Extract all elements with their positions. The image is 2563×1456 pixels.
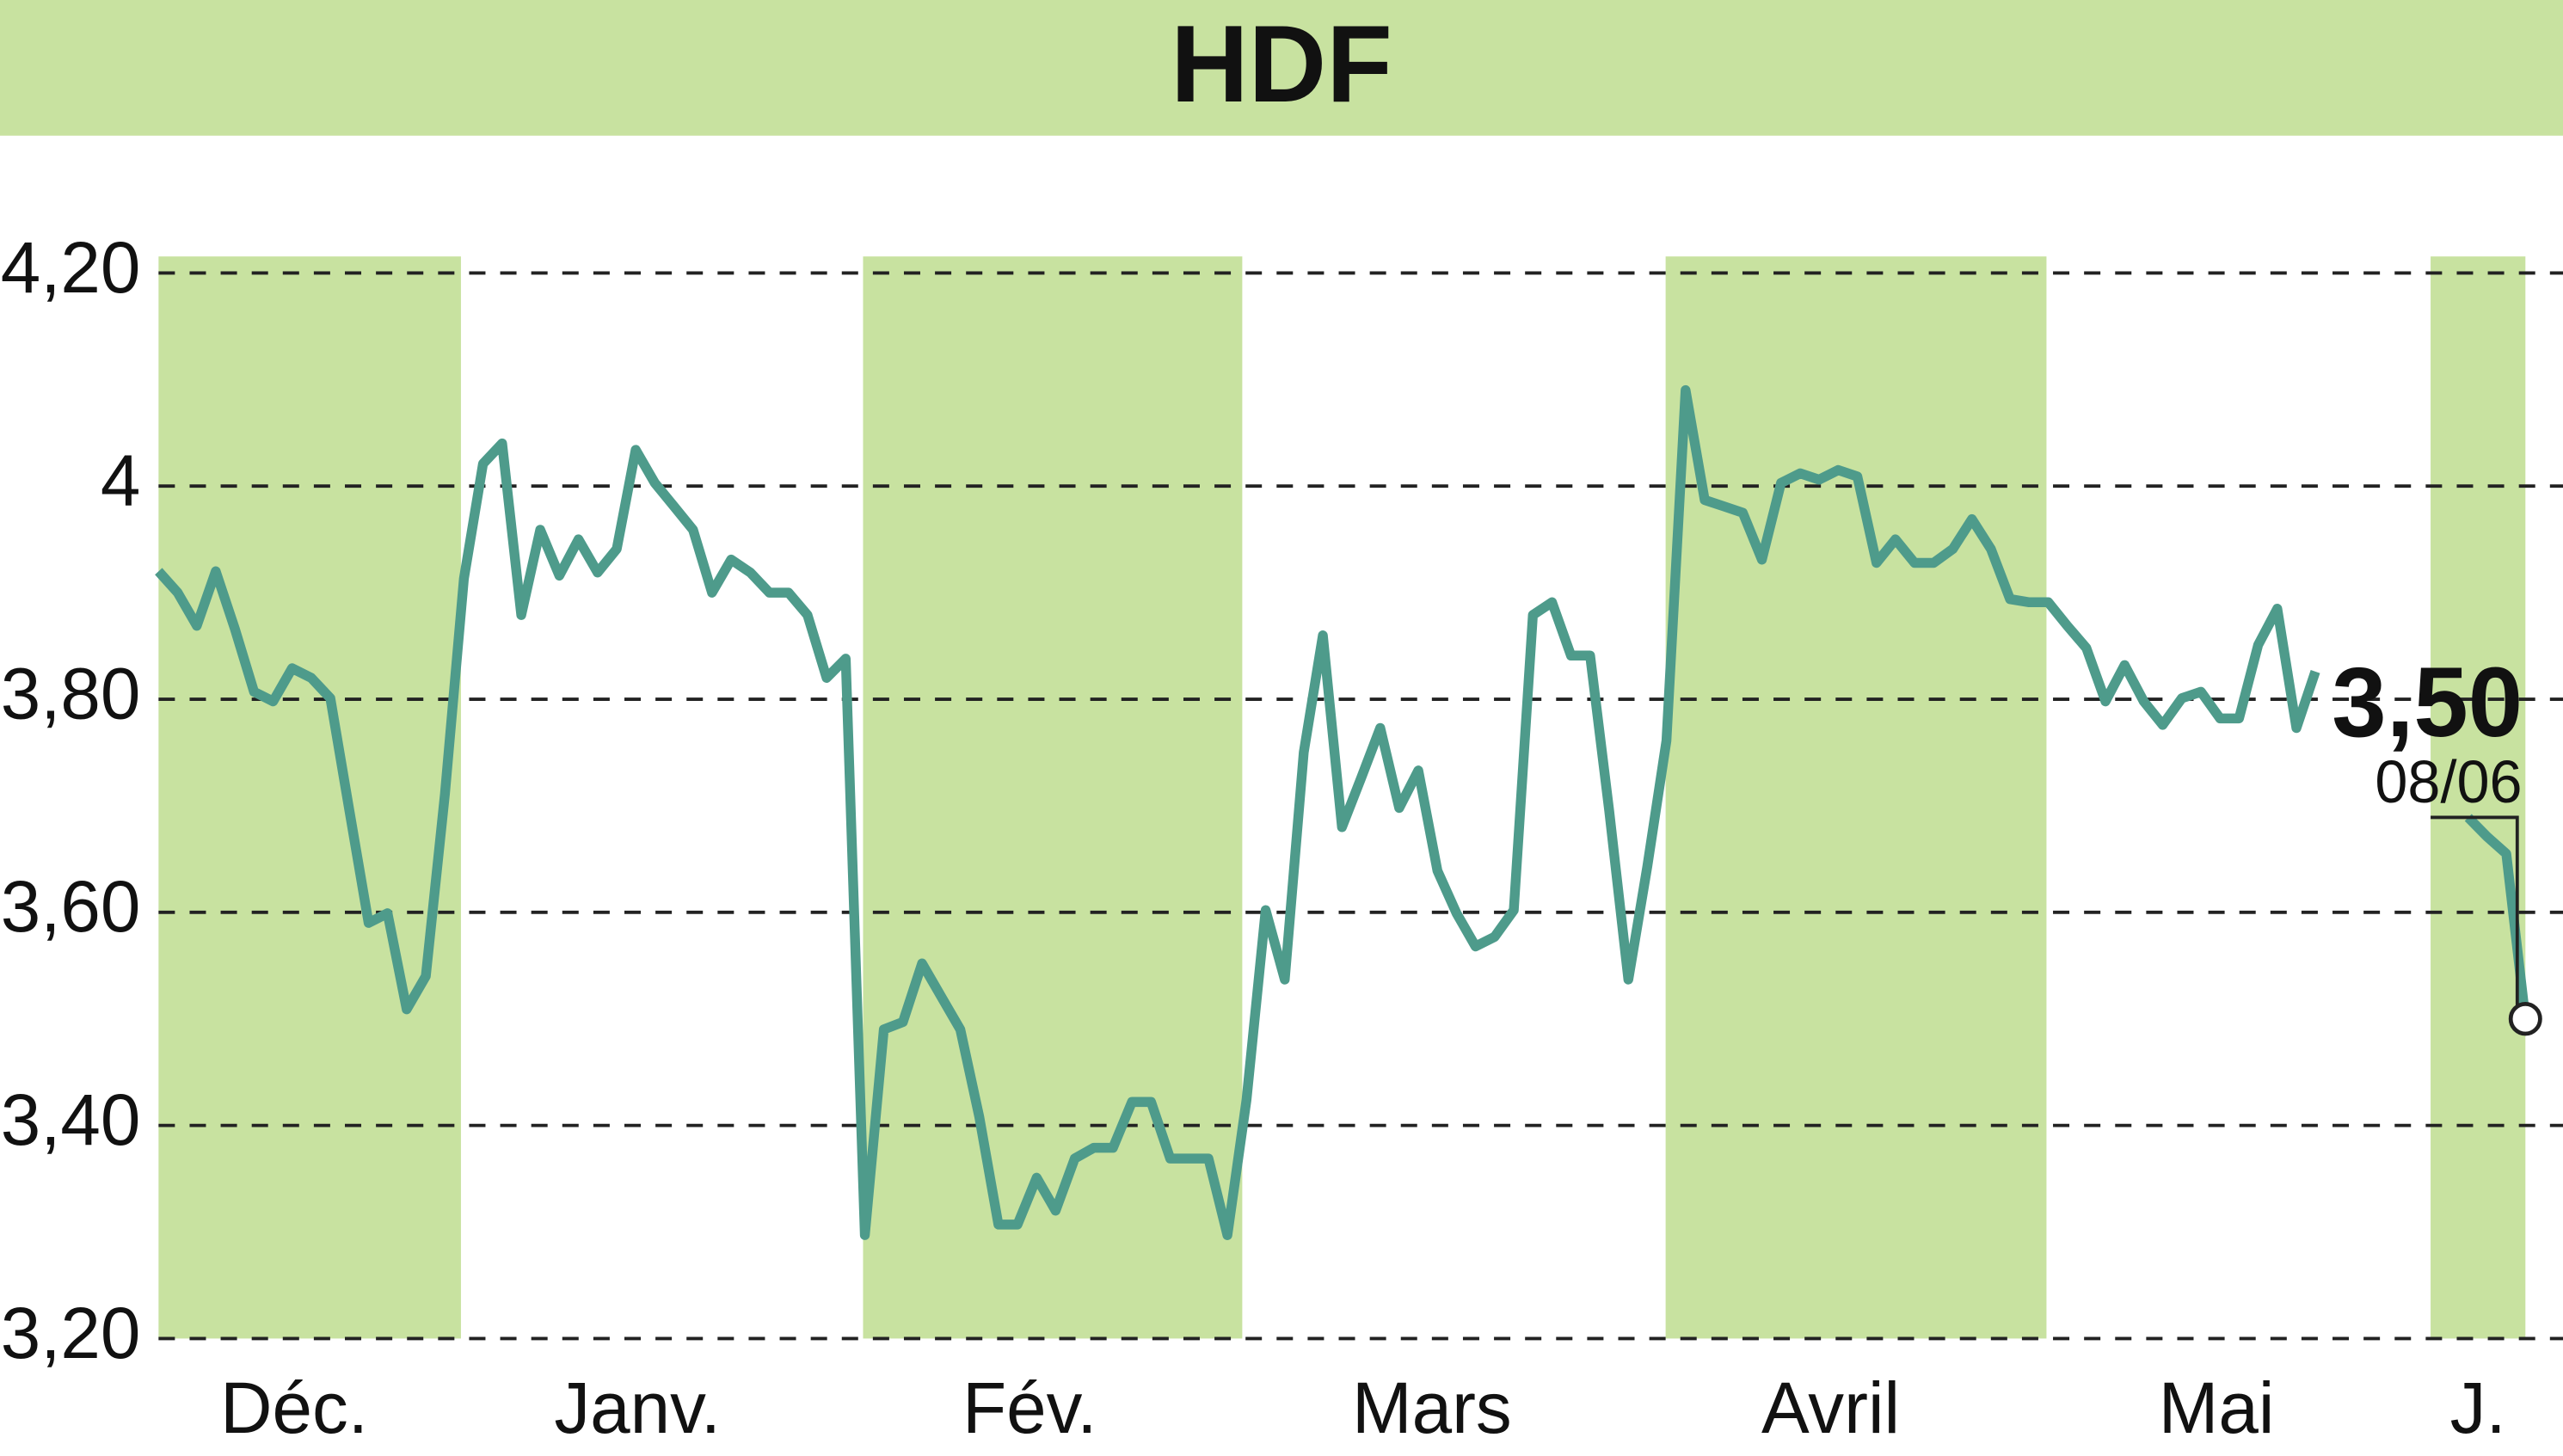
y-tick-label: 3,40 [1,1079,141,1161]
chart-title: HDF [1171,3,1392,126]
y-tick-label: 4 [101,439,141,521]
last-value-label: 3,50 [2332,647,2523,758]
y-tick-label: 3,60 [1,866,141,948]
x-tick-label: J. [2450,1367,2506,1449]
month-band [2431,256,2526,1339]
month-bands [158,256,2526,1339]
last-date-label: 08/06 [2375,749,2522,815]
annotation-connector [2431,815,2519,1019]
x-tick-label: Fév. [962,1367,1097,1449]
y-tick-label: 3,80 [1,653,141,734]
y-tick-label: 3,20 [1,1292,141,1373]
x-tick-label: Mars [1352,1367,1512,1449]
y-tick-label: 4,20 [1,226,141,308]
x-tick-label: Déc. [220,1367,368,1449]
title-banner [0,0,2563,136]
last-point [2508,1001,2542,1036]
month-band [863,256,1243,1339]
month-band [158,256,461,1339]
month-band [1665,256,2047,1339]
price-line [155,384,2530,1240]
grid: 4,20 4 3,80 3,60 3,40 3,20 [1,226,2563,1373]
x-tick-label: Avril [1761,1367,1900,1449]
x-tick-label: Janv. [554,1367,721,1449]
x-tick-label: Mai [2159,1367,2275,1449]
